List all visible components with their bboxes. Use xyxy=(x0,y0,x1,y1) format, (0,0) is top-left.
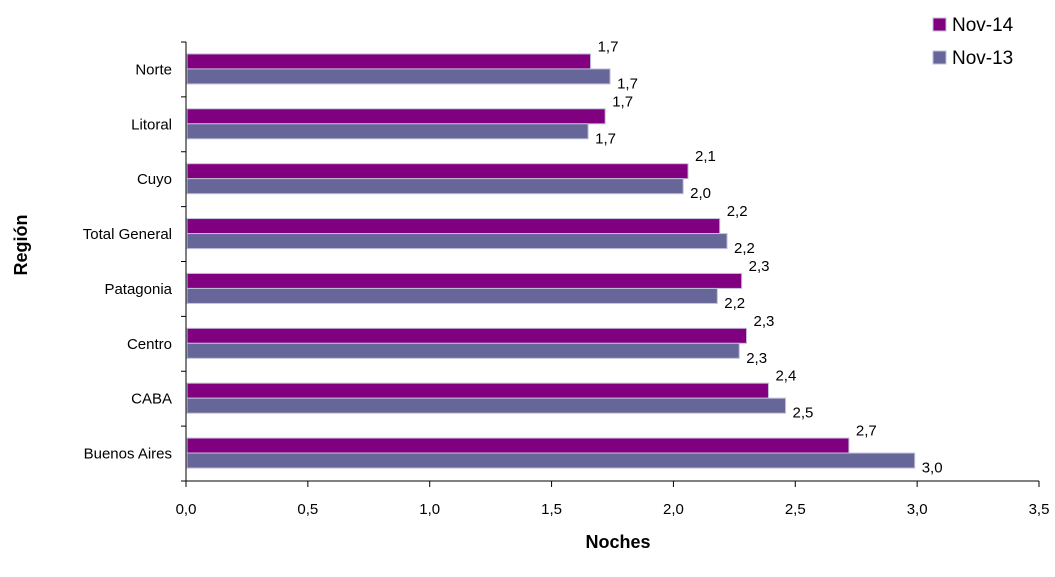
data-label: 2,7 xyxy=(856,423,877,440)
bar-nov-13 xyxy=(186,68,611,85)
data-label: 2,1 xyxy=(695,148,716,165)
data-label: 2,2 xyxy=(727,203,748,220)
y-axis-title-text: Región xyxy=(11,215,31,276)
bar-nov-13 xyxy=(186,452,916,469)
bar-nov-14 xyxy=(186,382,769,399)
bar-nov-13 xyxy=(186,287,718,304)
legend-label: Nov-14 xyxy=(952,15,1014,36)
x-tick-label: 1,0 xyxy=(419,501,440,518)
legend-swatch xyxy=(932,17,947,32)
bar-nov-14 xyxy=(186,108,606,125)
data-label: 3,0 xyxy=(922,460,943,477)
y-category-label: Cuyo xyxy=(137,171,172,188)
data-label: 2,3 xyxy=(754,313,775,330)
y-category-label: CABA xyxy=(131,391,172,408)
x-tick-label: 3,5 xyxy=(1029,501,1050,518)
y-category-label: Centro xyxy=(127,336,172,353)
data-label: 1,7 xyxy=(595,130,616,147)
bar-nov-14 xyxy=(186,437,850,454)
x-tick-label: 1,5 xyxy=(541,501,562,518)
data-label: 2,3 xyxy=(746,350,767,367)
legend: Nov-14 Nov-13 xyxy=(932,15,1014,69)
data-label: 2,0 xyxy=(690,185,711,202)
bar-nov-14 xyxy=(186,163,689,180)
y-category-label: Patagonia xyxy=(104,281,172,298)
bar-nov-13 xyxy=(186,178,684,195)
x-tick-label: 0,0 xyxy=(176,501,197,518)
y-category-label: Buenos Aires xyxy=(84,446,172,463)
y-category-label: Total General xyxy=(83,226,172,243)
data-label: 2,2 xyxy=(734,240,755,257)
legend-label: Nov-13 xyxy=(952,48,1013,69)
legend-swatch xyxy=(932,50,947,65)
x-tick-label: 3,0 xyxy=(907,501,928,518)
data-label: 1,7 xyxy=(598,38,619,55)
y-axis-title: Región xyxy=(11,215,31,276)
plot-area: 0,0 0,5 1,0 1,5 2,0 2,5 3,0 3,5Norte1,71,7Litor… xyxy=(83,38,1050,518)
data-label: 2,2 xyxy=(724,295,745,312)
x-axis-title: Noches xyxy=(585,532,650,552)
y-category-label: Litoral xyxy=(131,116,172,133)
bar-nov-14 xyxy=(186,327,748,344)
y-category-label: Norte xyxy=(135,61,172,78)
bar-nov-13 xyxy=(186,342,740,359)
x-tick-label: 2,0 xyxy=(663,501,684,518)
data-label: 2,3 xyxy=(749,258,770,275)
bar-nov-13 xyxy=(186,123,589,140)
x-tick-label: 2,5 xyxy=(785,501,806,518)
data-label: 1,7 xyxy=(612,93,633,110)
bar-nov-14 xyxy=(186,218,721,235)
bar-nov-13 xyxy=(186,233,728,250)
bar-nov-13 xyxy=(186,397,787,414)
x-tick-label: 0,5 xyxy=(297,501,318,518)
data-label: 2,5 xyxy=(793,405,814,422)
data-label: 2,4 xyxy=(775,368,796,385)
bar-nov-14 xyxy=(186,272,743,289)
bar-nov-14 xyxy=(186,53,592,70)
data-label: 1,7 xyxy=(617,75,638,92)
